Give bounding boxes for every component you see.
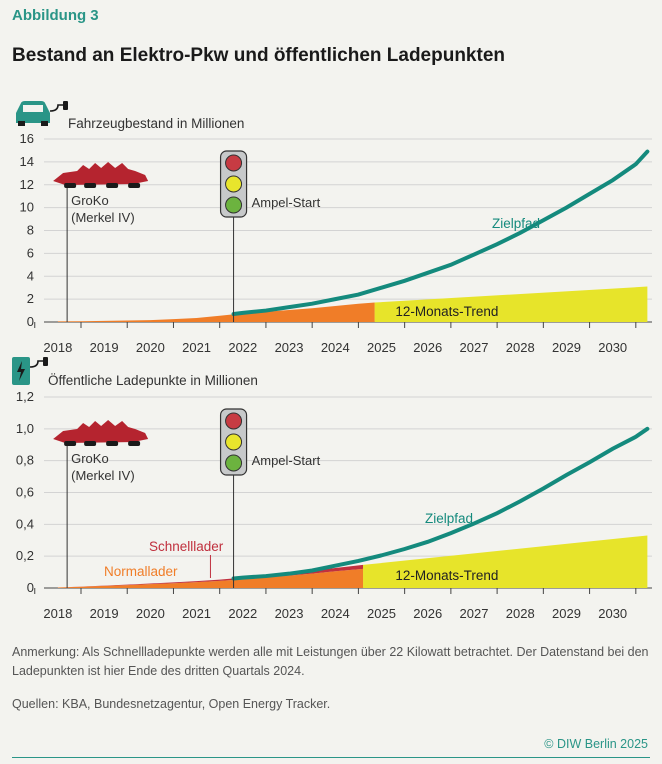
y-tick-label: 16 (20, 131, 34, 146)
electric-car-icon (16, 101, 68, 126)
crocodile-foot (106, 183, 119, 188)
traffic-light-red (225, 154, 243, 172)
groko-label-line2: (Merkel IV) (71, 468, 135, 483)
x-tick-label: 2019 (90, 340, 119, 355)
traffic-light-yellow (225, 433, 243, 451)
crocodile-icon (53, 162, 149, 188)
trend-label: 12-Monats-Trend (395, 304, 498, 319)
x-tick-label: 2024 (321, 340, 350, 355)
normallader-label: Normallader (104, 564, 178, 579)
crocodile-foot (128, 183, 141, 188)
zielpfad-line (231, 149, 650, 316)
y-axis-label: Fahrzeugbestand in Millionen (68, 116, 244, 131)
plug (43, 357, 48, 366)
trend-area (363, 535, 648, 588)
page-title: Bestand an Elektro-Pkw und öffentlichen … (12, 45, 505, 66)
crocodile-foot (128, 441, 141, 446)
crocodile-body (53, 420, 149, 443)
x-tick-label: 2026 (413, 340, 442, 355)
y-tick-label: 0,6 (16, 485, 34, 500)
x-tick-label: 2022 (228, 340, 257, 355)
x-tick-label: 2018 (43, 606, 72, 621)
copyright-text: © DIW Berlin 2025 (544, 737, 648, 751)
crocodile-foot (84, 183, 97, 188)
x-tick-label: 2020 (136, 606, 165, 621)
schnelllader-label: Schnelllader (149, 539, 224, 554)
y-axis-label: Öffentliche Ladepunkte in Millionen (48, 373, 258, 388)
x-tick-label: 2030 (598, 606, 627, 621)
y-tick-label: 8 (27, 223, 34, 238)
x-tick-label: 2021 (182, 340, 211, 355)
y-tick-label: 0 (27, 580, 34, 595)
cable (29, 360, 44, 368)
chart-area: 0 2 4 6 8 10 12 14 16 2018 2019 2020 2021 2022 2023 202… (12, 101, 652, 621)
car-window (23, 105, 43, 112)
x-tick-label: 2024 (321, 606, 350, 621)
traffic-light-yellow (225, 175, 243, 193)
y-tick-label: 12 (20, 177, 34, 192)
x-tick-label: 2025 (367, 606, 396, 621)
ampel-label: Ampel-Start (252, 195, 321, 210)
y-tick-label: 2 (27, 291, 34, 306)
x-tick-label: 2021 (182, 606, 211, 621)
x-tick-label: 2018 (43, 340, 72, 355)
y-tick-label: 6 (27, 245, 34, 260)
trend-area (374, 286, 648, 322)
footer-divider (12, 757, 650, 758)
car-wheel (18, 121, 25, 126)
cable (49, 104, 64, 112)
ampel-label: Ampel-Start (252, 453, 321, 468)
traffic-light-red (225, 412, 243, 430)
x-tick-label: 2022 (228, 606, 257, 621)
traffic-light-green (225, 454, 243, 472)
x-tick-label: 2019 (90, 606, 119, 621)
zielpfad-label: Zielpfad (425, 511, 473, 526)
y-tick-label: 0 (27, 314, 34, 329)
car-wheel (41, 121, 48, 126)
bolt (17, 361, 25, 381)
traffic-light-icon (219, 408, 248, 476)
figure-number: Abbildung 3 (12, 7, 99, 24)
zielpfad-line (231, 426, 650, 581)
x-tick-label: 2026 (413, 606, 442, 621)
traffic-light-icon (219, 150, 248, 218)
y-tick-label: 0,8 (16, 453, 34, 468)
y-tick-label: 1,2 (16, 389, 34, 404)
y-tick-label: 14 (20, 154, 34, 169)
crocodile-body (53, 162, 149, 185)
crocodile-foot (64, 183, 77, 188)
crocodile-foot (64, 441, 77, 446)
x-tick-label: 2023 (275, 606, 304, 621)
trend-label: 12-Monats-Trend (395, 568, 498, 583)
zielpfad-label: Zielpfad (492, 216, 540, 231)
x-tick-label: 2027 (460, 340, 489, 355)
y-tick-label: 0,2 (16, 548, 34, 563)
groko-label-line1: GroKo (71, 451, 109, 466)
x-tick-label: 2029 (552, 340, 581, 355)
x-tick-label: 2028 (506, 340, 535, 355)
x-tick-label: 2020 (136, 340, 165, 355)
plug (63, 101, 68, 110)
normal-area (57, 568, 364, 588)
normal-area (57, 302, 375, 322)
y-tick-label: 1,0 (16, 421, 34, 436)
crocodile-foot (106, 441, 119, 446)
y-tick-label: 4 (27, 268, 34, 283)
x-tick-label: 2023 (275, 340, 304, 355)
x-tick-label: 2030 (598, 340, 627, 355)
footnote-text: Anmerkung: Als Schnellladepunkte werden … (12, 645, 649, 678)
sources-text: Quellen: KBA, Bundesnetzagentur, Open En… (12, 697, 331, 711)
x-tick-label: 2025 (367, 340, 396, 355)
charging-station-icon (12, 357, 48, 385)
y-tick-label: 0,4 (16, 516, 34, 531)
groko-label-line1: GroKo (71, 193, 109, 208)
traffic-light-green (225, 196, 243, 214)
groko-label-line2: (Merkel IV) (71, 210, 135, 225)
crocodile-icon (53, 420, 149, 446)
y-tick-label: 10 (20, 200, 34, 215)
x-tick-label: 2027 (460, 606, 489, 621)
crocodile-foot (84, 441, 97, 446)
x-tick-label: 2029 (552, 606, 581, 621)
x-tick-label: 2028 (506, 606, 535, 621)
